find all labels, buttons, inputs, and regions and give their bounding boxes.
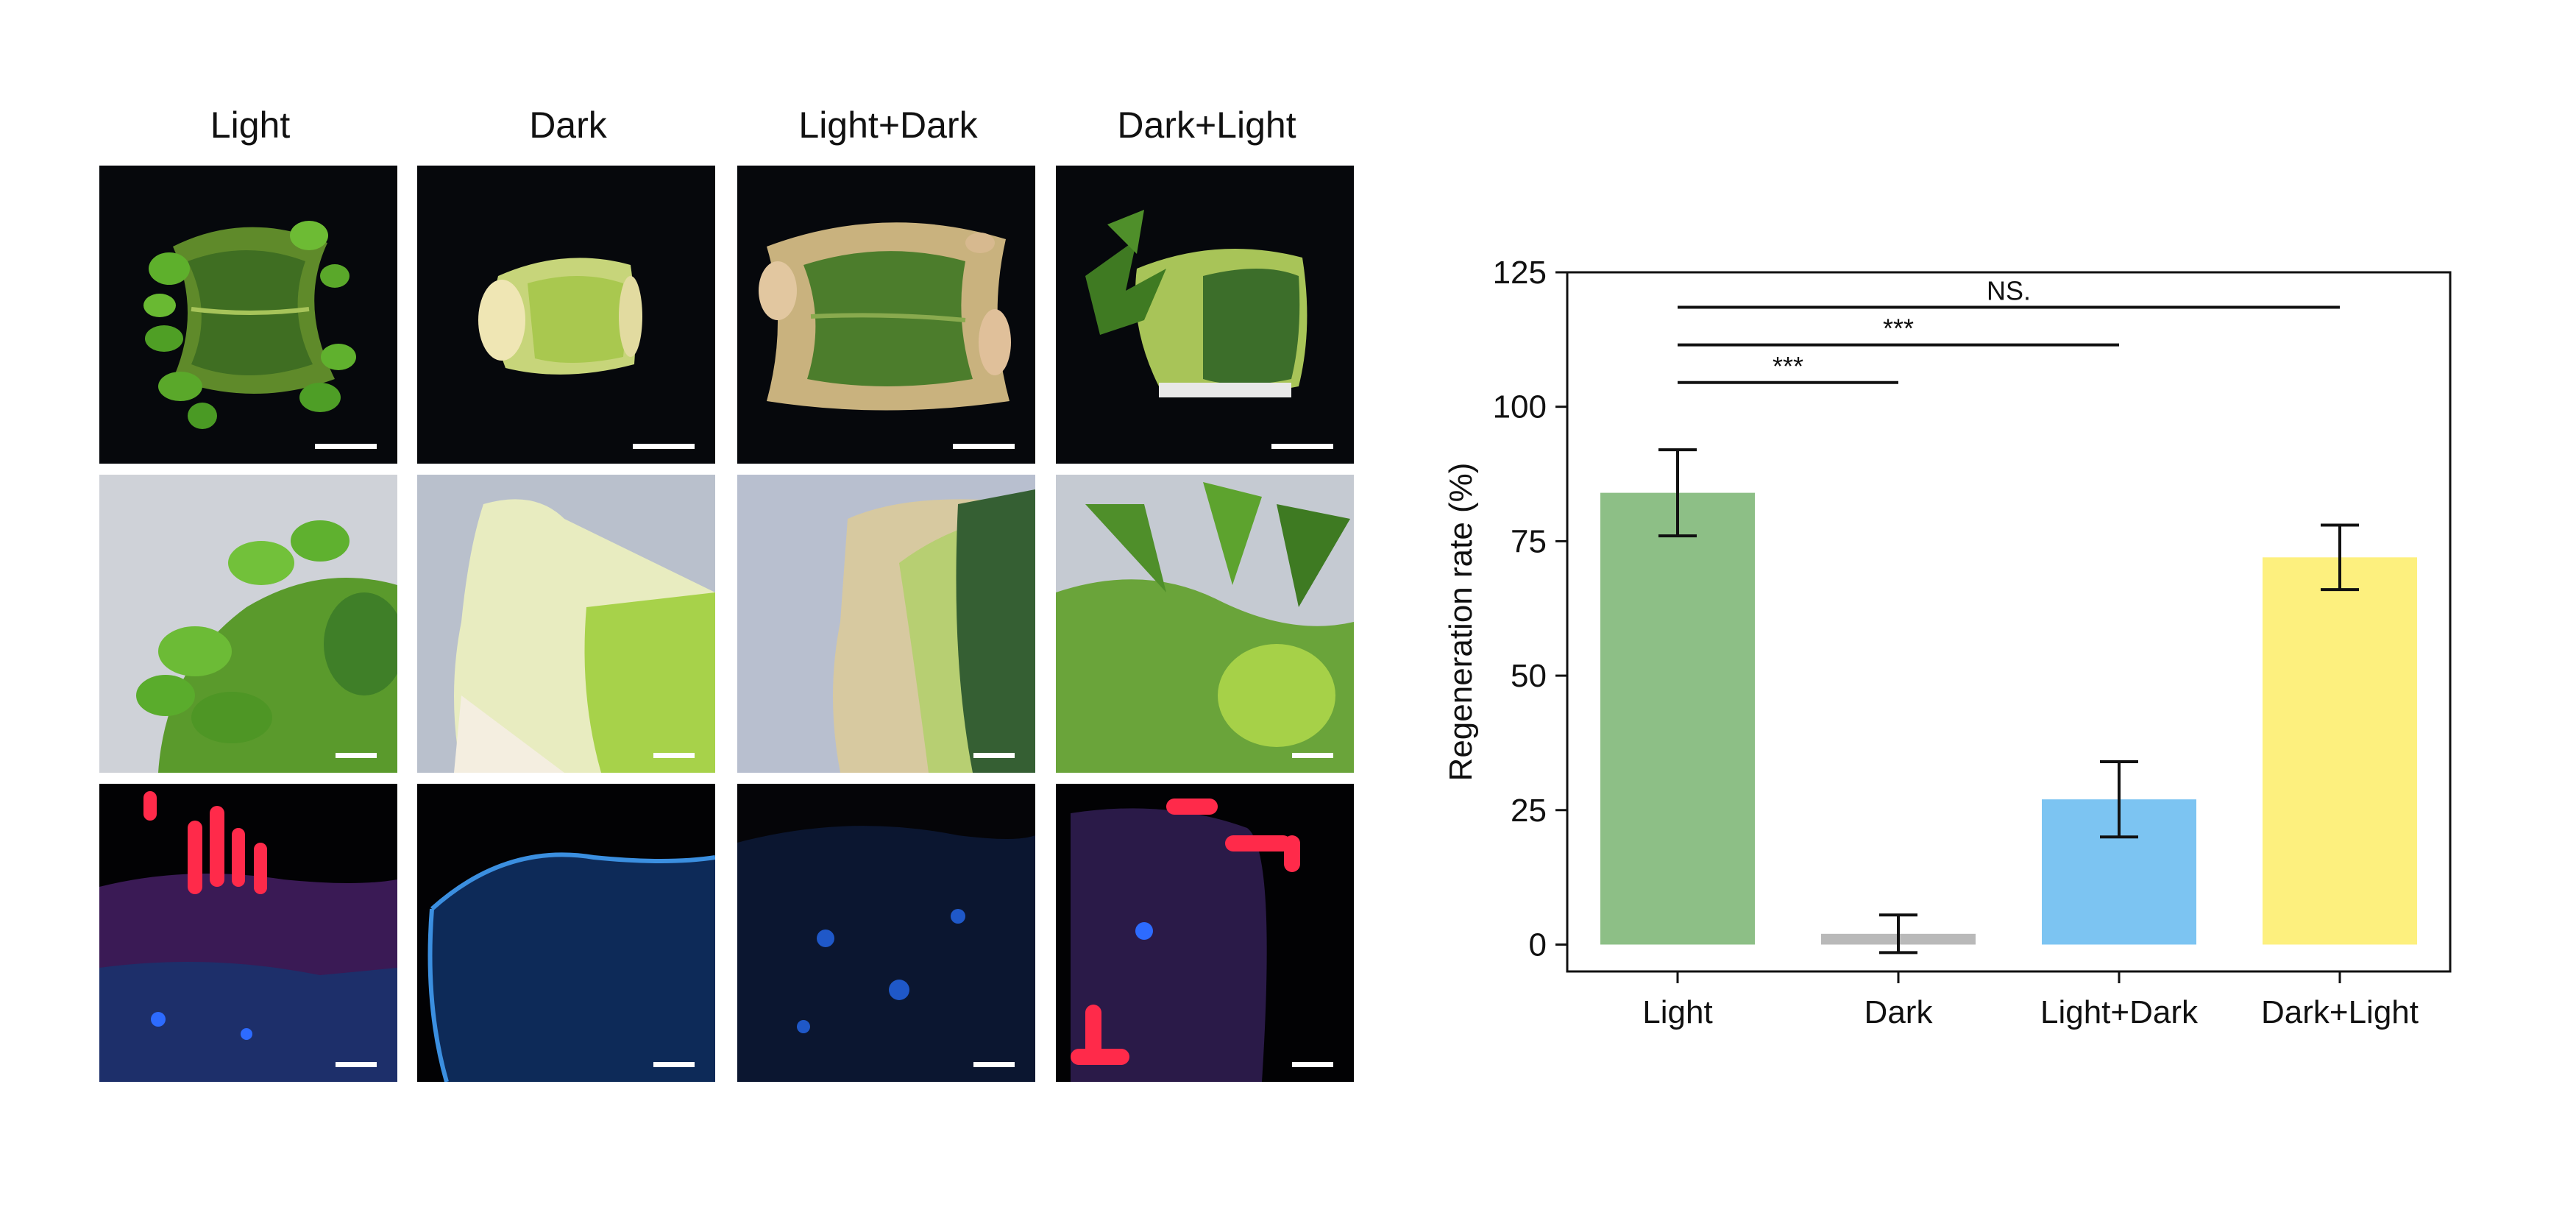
explant-photo-dark-light [1056, 166, 1354, 464]
y-tick-label: 125 [1493, 255, 1547, 291]
scale-bar [1292, 1062, 1333, 1067]
explant-photo-dark [417, 166, 715, 464]
significance-label: *** [1773, 351, 1803, 381]
y-axis: 0 25 50 75 100 125 [1493, 255, 1567, 963]
scale-bar [633, 444, 695, 449]
x-tick-label: Dark+Light [2261, 994, 2419, 1030]
closeup-photo-light [99, 475, 397, 773]
column-title-light-dark: Light+Dark [798, 105, 978, 146]
scale-bar [315, 444, 377, 449]
error-bars-layer [1658, 448, 2359, 955]
column-title-light: Light [210, 105, 291, 146]
scale-bar [653, 753, 695, 758]
scale-bar [336, 753, 377, 758]
scale-bar [953, 444, 1015, 449]
y-tick-label: 25 [1511, 793, 1547, 829]
fluorescence-photo-light [99, 784, 397, 1082]
fluorescence-photo-dark-light [1056, 784, 1354, 1082]
y-tick-label: 0 [1529, 927, 1547, 963]
y-tick-label: 50 [1511, 658, 1547, 694]
scale-bar [336, 1062, 377, 1067]
closeup-photo-dark-light [1056, 475, 1354, 773]
explant-photo-light [99, 166, 397, 464]
scale-bar [973, 1062, 1015, 1067]
column-title-dark: Dark [529, 105, 607, 146]
bars-layer [1600, 492, 2417, 945]
x-tick-label: Light+Dark [2040, 994, 2199, 1030]
x-tick-label: Light [1642, 994, 1712, 1030]
y-axis-title: Regeneration rate (%) [1443, 463, 1479, 782]
bar-light [1600, 492, 1755, 945]
column-title-dark-light: Dark+Light [1117, 105, 1296, 146]
chart-svg: *** *** NS. 0 25 50 75 100 125 Light Dark Light+D… [1443, 255, 2452, 1030]
plot-frame [1566, 271, 2452, 973]
y-tick-label: 75 [1511, 523, 1547, 559]
scale-bar [973, 753, 1015, 758]
bar-dark-light [2263, 557, 2417, 945]
closeup-photo-dark [417, 475, 715, 773]
significance-label: NS. [1987, 276, 2031, 306]
scale-bar [1271, 444, 1333, 449]
scale-bar [1292, 753, 1333, 758]
x-axis: Light Dark Light+Dark Dark+Light [1642, 971, 2419, 1030]
x-tick-label: Dark [1864, 994, 1934, 1030]
y-tick-label: 100 [1493, 389, 1547, 425]
micrograph-panel-grid: Light Dark Light+Dark Dark+Light [99, 103, 1358, 1089]
scale-bar [653, 1062, 695, 1067]
fluorescence-photo-light-dark [737, 784, 1035, 1082]
regeneration-rate-chart: *** *** NS. 0 25 50 75 100 125 Light Dark Light+D… [1442, 250, 2472, 1045]
fluorescence-photo-dark [417, 784, 715, 1082]
significance-layer: *** *** NS. [1678, 276, 2340, 384]
closeup-photo-light-dark [737, 475, 1035, 773]
significance-label: *** [1883, 314, 1914, 344]
explant-photo-light-dark [737, 166, 1035, 464]
